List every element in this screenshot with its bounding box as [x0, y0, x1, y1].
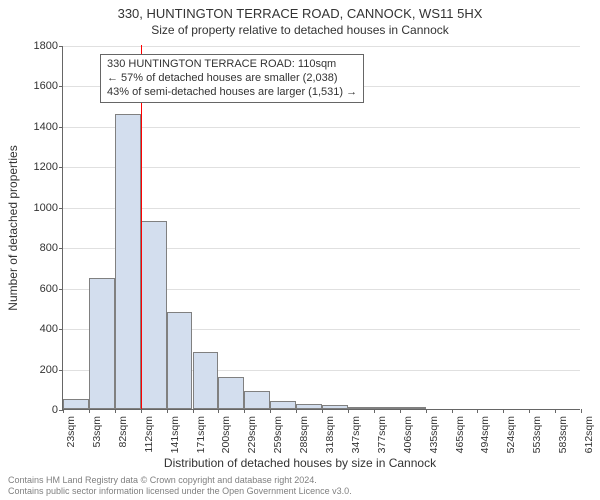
xtick-mark: [270, 409, 271, 413]
annotation-line: 330 HUNTINGTON TERRACE ROAD: 110sqm: [107, 58, 357, 72]
ytick-label: 400: [18, 323, 58, 335]
xtick-label: 435sqm: [428, 416, 440, 453]
xtick-mark: [89, 409, 90, 413]
ytick-label: 1000: [18, 202, 58, 214]
chart-subtitle: Size of property relative to detached ho…: [0, 21, 600, 37]
ytick-label: 1400: [18, 121, 58, 133]
ytick-mark: [59, 46, 63, 47]
xtick-mark: [374, 409, 375, 413]
xtick-label: 53sqm: [91, 416, 103, 448]
xtick-mark: [400, 409, 401, 413]
histogram-bar: [400, 407, 426, 409]
xtick-mark: [296, 409, 297, 413]
xtick-label: 112sqm: [143, 416, 155, 453]
histogram-bar: [89, 278, 115, 409]
ytick-label: 1600: [18, 80, 58, 92]
xtick-mark: [452, 409, 453, 413]
attribution-line-1: Contains HM Land Registry data © Crown c…: [8, 475, 352, 486]
ytick-label: 600: [18, 283, 58, 295]
xtick-mark: [581, 409, 582, 413]
xtick-mark: [244, 409, 245, 413]
histogram-bar: [322, 405, 348, 409]
ytick-label: 800: [18, 242, 58, 254]
histogram-bar: [296, 404, 322, 409]
histogram-bar: [193, 352, 219, 409]
histogram-bar: [244, 391, 270, 409]
xtick-label: 347sqm: [350, 416, 362, 453]
ytick-label: 200: [18, 364, 58, 376]
xtick-mark: [218, 409, 219, 413]
histogram-bar: [348, 407, 374, 409]
ytick-label: 0: [18, 404, 58, 416]
histogram-bar: [141, 221, 167, 409]
xtick-label: 465sqm: [454, 416, 466, 453]
xtick-mark: [477, 409, 478, 413]
xtick-label: 583sqm: [557, 416, 569, 453]
ytick-mark: [59, 167, 63, 168]
x-axis-label: Distribution of detached houses by size …: [0, 456, 600, 470]
xtick-label: 259sqm: [272, 416, 284, 453]
xtick-label: 288sqm: [298, 416, 310, 453]
xtick-label: 612sqm: [583, 416, 595, 453]
xtick-label: 171sqm: [195, 416, 207, 453]
xtick-label: 200sqm: [220, 416, 232, 453]
histogram-bar: [167, 312, 193, 409]
xtick-label: 524sqm: [505, 416, 517, 453]
histogram-bar: [115, 114, 141, 409]
xtick-mark: [322, 409, 323, 413]
ytick-mark: [59, 86, 63, 87]
xtick-mark: [503, 409, 504, 413]
annotation-box: 330 HUNTINGTON TERRACE ROAD: 110sqm← 57%…: [100, 54, 364, 103]
xtick-mark: [63, 409, 64, 413]
xtick-label: 553sqm: [531, 416, 543, 453]
ytick-mark: [59, 329, 63, 330]
xtick-mark: [141, 409, 142, 413]
ytick-mark: [59, 127, 63, 128]
xtick-label: 141sqm: [169, 416, 181, 453]
histogram-bar: [63, 399, 89, 409]
annotation-line: 43% of semi-detached houses are larger (…: [107, 86, 357, 100]
xtick-label: 377sqm: [376, 416, 388, 453]
histogram-bar: [374, 407, 400, 409]
xtick-label: 406sqm: [402, 416, 414, 453]
attribution-line-2: Contains public sector information licen…: [8, 486, 352, 497]
histogram-bar: [270, 401, 296, 409]
ytick-label: 1200: [18, 161, 58, 173]
xtick-mark: [426, 409, 427, 413]
xtick-label: 23sqm: [65, 416, 77, 448]
histogram-bar: [218, 377, 244, 409]
xtick-label: 494sqm: [479, 416, 491, 453]
ytick-mark: [59, 289, 63, 290]
ytick-label: 1800: [18, 40, 58, 52]
annotation-line: ← 57% of detached houses are smaller (2,…: [107, 72, 357, 86]
ytick-mark: [59, 370, 63, 371]
xtick-mark: [115, 409, 116, 413]
xtick-mark: [555, 409, 556, 413]
attribution-text: Contains HM Land Registry data © Crown c…: [8, 475, 352, 497]
ytick-mark: [59, 248, 63, 249]
xtick-mark: [348, 409, 349, 413]
xtick-mark: [193, 409, 194, 413]
ytick-mark: [59, 208, 63, 209]
xtick-label: 229sqm: [246, 416, 258, 453]
xtick-label: 318sqm: [324, 416, 336, 453]
xtick-label: 82sqm: [117, 416, 129, 448]
chart-title: 330, HUNTINGTON TERRACE ROAD, CANNOCK, W…: [0, 0, 600, 21]
property-size-chart: 330, HUNTINGTON TERRACE ROAD, CANNOCK, W…: [0, 0, 600, 500]
xtick-mark: [529, 409, 530, 413]
xtick-mark: [167, 409, 168, 413]
